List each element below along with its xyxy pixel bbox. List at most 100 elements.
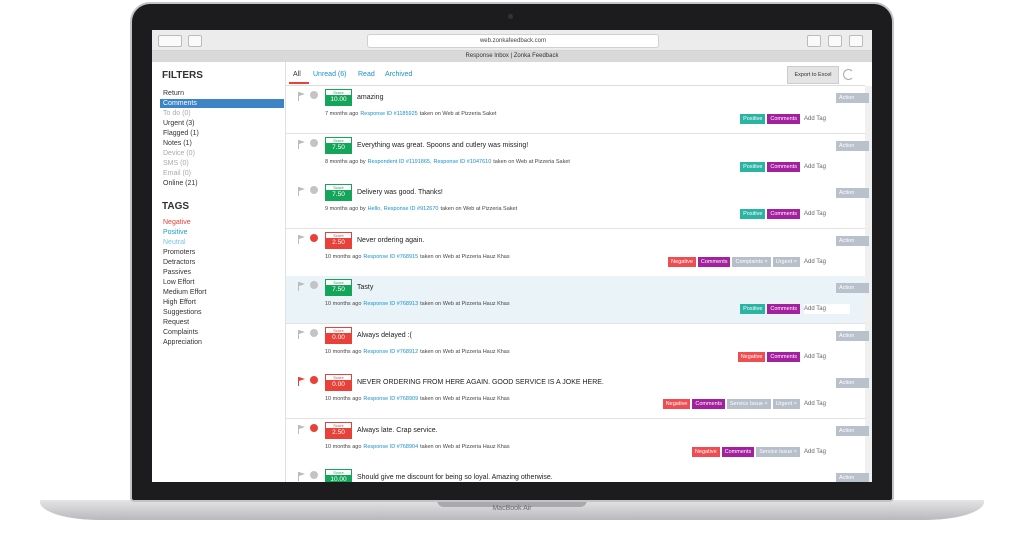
- flag-icon[interactable]: [298, 377, 299, 386]
- tab[interactable]: All: [293, 71, 301, 78]
- meta-link[interactable]: Response ID #768904: [363, 443, 419, 450]
- add-tag[interactable]: Add Tag: [804, 353, 826, 360]
- filter-item[interactable]: Device (0): [163, 150, 195, 157]
- response-text[interactable]: Should give me discount for being so loy…: [357, 474, 553, 481]
- tag[interactable]: Comments: [697, 256, 731, 267]
- action-button[interactable]: Action: [836, 283, 869, 293]
- response-text[interactable]: Always delayed :(: [357, 331, 412, 339]
- tag[interactable]: Urgent ×: [772, 399, 800, 409]
- response-text[interactable]: Tasty: [357, 284, 374, 291]
- tabs-button[interactable]: [849, 35, 863, 47]
- tag[interactable]: Comments: [767, 351, 800, 362]
- filter-item[interactable]: Comments: [163, 100, 197, 107]
- response-row[interactable]: Score 0.00 NEVER ORDERING FROM HERE AGAIN.…: [286, 371, 869, 419]
- meta-link[interactable]: Response ID #1047610: [433, 158, 492, 165]
- tag[interactable]: Comments: [767, 209, 800, 219]
- action-button[interactable]: Action: [836, 425, 869, 436]
- filter-item[interactable]: Online (21): [163, 180, 198, 187]
- tag-filter[interactable]: Low Effort: [163, 279, 195, 286]
- action-button[interactable]: Action: [836, 235, 869, 246]
- meta-link[interactable]: Response ID #768913: [363, 301, 419, 307]
- response-text[interactable]: Never ordering again.: [357, 236, 425, 244]
- response-text[interactable]: Delivery was good. Thanks!: [357, 189, 443, 196]
- action-button[interactable]: Action: [836, 188, 869, 198]
- tag-filter[interactable]: Promoters: [163, 249, 196, 256]
- response-text[interactable]: Everything was great. Spoons and cutlery…: [357, 141, 529, 149]
- flag-icon[interactable]: [299, 282, 305, 286]
- response-text[interactable]: NEVER ORDERING FROM HERE AGAIN. GOOD SER…: [357, 379, 604, 386]
- tag[interactable]: Comments: [767, 161, 800, 172]
- tag[interactable]: Comments: [767, 114, 800, 124]
- flag-icon[interactable]: [298, 329, 299, 339]
- add-tag[interactable]: Add Tag: [804, 116, 826, 122]
- browser-tab[interactable]: Response Inbox | Zonka Feedback: [152, 51, 872, 62]
- response-row[interactable]: Score 2.50 Always late. Crap service. 10 mo…: [286, 418, 869, 467]
- flag-icon[interactable]: [299, 187, 305, 191]
- add-tag[interactable]: Add Tag: [804, 448, 826, 455]
- action-button[interactable]: Action: [836, 140, 869, 151]
- flag-icon[interactable]: [298, 282, 299, 291]
- sidebar-button[interactable]: [188, 35, 202, 47]
- response-text[interactable]: Always late. Crap service.: [357, 426, 438, 434]
- flag-icon[interactable]: [298, 234, 299, 244]
- flag-icon[interactable]: [299, 472, 305, 476]
- response-row[interactable]: Score 7.50 Tasty 10 months ago Response ID #…: [286, 276, 869, 324]
- action-button[interactable]: Action: [836, 473, 869, 482]
- response-row[interactable]: Score 0.00 Always delayed :(10 months ago R…: [286, 323, 869, 372]
- tab[interactable]: Read: [358, 71, 375, 78]
- response-row[interactable]: Score 7.50 Delivery was good. Thanks! 9 mon…: [286, 181, 869, 229]
- filter-item[interactable]: Return: [163, 90, 185, 97]
- tag[interactable]: Urgent ×: [772, 256, 800, 267]
- tag-filter[interactable]: Passives: [163, 269, 192, 276]
- tag[interactable]: Positive: [740, 304, 766, 314]
- tab[interactable]: Unread (6): [313, 71, 347, 78]
- tag[interactable]: Negative: [668, 256, 696, 267]
- tag[interactable]: Negative: [737, 351, 766, 362]
- tag-filter[interactable]: High Effort: [163, 299, 196, 306]
- tag[interactable]: Negative: [691, 446, 720, 457]
- meta-link[interactable]: Response ID #912670: [383, 206, 439, 212]
- add-tag[interactable]: Add Tag: [804, 304, 850, 314]
- tag[interactable]: Comments: [767, 304, 800, 314]
- tag-filter[interactable]: Detractors: [163, 259, 196, 266]
- nav-buttons[interactable]: [158, 35, 182, 47]
- tag[interactable]: Negative: [662, 399, 691, 409]
- filter-item[interactable]: Notes (1): [163, 140, 192, 147]
- filter-item[interactable]: Urgent (3): [163, 120, 195, 127]
- response-row[interactable]: Score 10.00 Should give me discount for be…: [286, 466, 869, 482]
- tab[interactable]: Archived: [385, 71, 413, 78]
- tag-filter[interactable]: Neutral: [163, 239, 186, 246]
- flag-icon[interactable]: [298, 424, 299, 434]
- add-tag[interactable]: Add Tag: [804, 258, 826, 265]
- flag-icon[interactable]: [298, 472, 299, 481]
- tag[interactable]: Comments: [721, 446, 755, 457]
- filter-item[interactable]: SMS (0): [163, 160, 189, 167]
- export-button[interactable]: Export to Excel: [787, 66, 839, 84]
- meta-link[interactable]: Response ID #768909: [363, 396, 419, 402]
- download-button[interactable]: [807, 35, 821, 47]
- action-button[interactable]: Action: [836, 330, 869, 341]
- flag-icon[interactable]: [299, 139, 305, 144]
- meta-link[interactable]: Response ID #768912: [363, 348, 419, 355]
- flag-icon[interactable]: [299, 377, 305, 381]
- add-tag[interactable]: Add Tag: [804, 401, 826, 407]
- tag-filter[interactable]: Medium Effort: [163, 289, 207, 296]
- meta-link[interactable]: Response ID #1185925: [360, 111, 418, 117]
- meta-link[interactable]: Hello,: [367, 206, 382, 212]
- url-bar[interactable]: web.zonkafeedback.com: [367, 34, 659, 48]
- add-tag[interactable]: Add Tag: [804, 163, 826, 170]
- refresh-icon[interactable]: [843, 69, 854, 80]
- filter-item[interactable]: Email (0): [163, 170, 192, 177]
- flag-icon[interactable]: [298, 187, 299, 196]
- tag[interactable]: Service Issue ×: [756, 446, 800, 457]
- action-button[interactable]: Action: [836, 378, 869, 388]
- tag[interactable]: Complaints ×: [732, 256, 771, 267]
- share-button[interactable]: [828, 35, 842, 47]
- filter-item[interactable]: To do (0): [163, 110, 191, 117]
- response-row[interactable]: Score 7.50 Everything was great. Spoons an…: [286, 133, 869, 182]
- tag[interactable]: Positive: [740, 161, 766, 172]
- flag-icon[interactable]: [298, 139, 299, 149]
- tag[interactable]: Positive: [740, 209, 766, 219]
- tag-filter[interactable]: Suggestions: [163, 309, 202, 316]
- flag-icon[interactable]: [299, 234, 305, 239]
